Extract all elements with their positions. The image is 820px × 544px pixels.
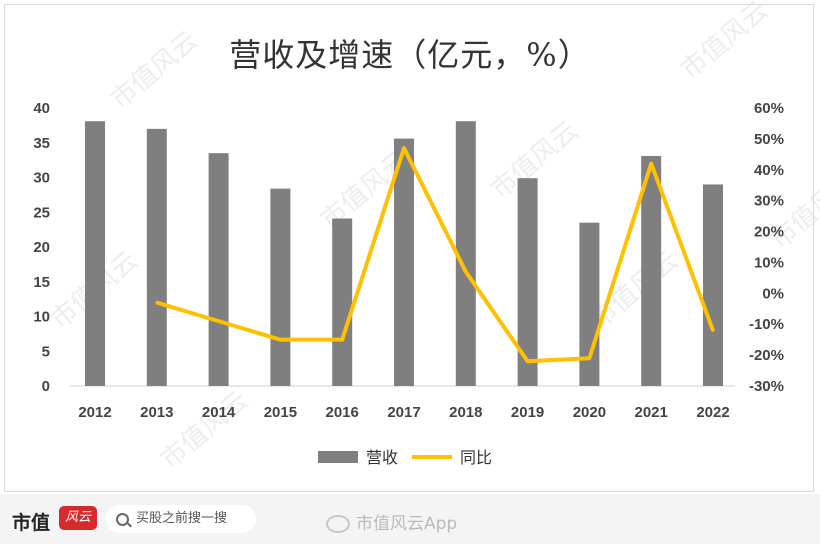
brand-text: 市值	[12, 512, 51, 534]
y-right-tick-label: 20%	[754, 224, 784, 241]
weibo-icon	[326, 515, 350, 533]
legend-label-revenue: 营收	[366, 448, 398, 467]
x-tick-label: 2019	[511, 404, 544, 421]
x-tick-label: 2017	[387, 404, 420, 421]
right-axis: -30% -20% -10% 0% 10% 20% 30% 40% 50% 60%	[749, 100, 784, 395]
legend: 营收 同比	[318, 448, 492, 467]
y-left-tick-label: 20	[33, 239, 50, 256]
y-left-tick-label: 40	[33, 100, 50, 117]
revenue-bar	[146, 128, 167, 386]
yoy-line	[156, 146, 715, 364]
y-right-tick-label: 40%	[754, 162, 784, 179]
x-tick-label: 2016	[326, 404, 359, 421]
yoy-point	[587, 356, 591, 360]
x-tick-label: 2015	[264, 404, 297, 421]
revenue-bar	[579, 222, 600, 386]
app-mark-text: 市值风云App	[356, 514, 458, 534]
legend-swatch-revenue	[318, 451, 358, 463]
yoy-point	[278, 338, 282, 342]
y-left-tick-label: 35	[33, 135, 50, 152]
chart: 市值风云市值风云市值风云市值风云市值风云市值风云市值风云市值风云 0510152…	[33, 0, 820, 476]
revenue-bar	[208, 153, 229, 386]
watermark-text: 市值风云	[765, 166, 820, 256]
yoy-point	[526, 359, 530, 363]
y-right-tick-label: -10%	[749, 316, 784, 333]
revenue-bar	[703, 184, 723, 386]
x-tick-label: 2014	[202, 404, 236, 421]
x-tick-label: 2020	[573, 404, 606, 421]
watermark-text: 市值风云	[155, 386, 254, 476]
search-text: 买股之前搜一搜	[136, 511, 228, 526]
search-icon	[116, 513, 129, 526]
y-left-tick-label: 30	[33, 170, 50, 187]
yoy-point	[649, 162, 653, 166]
footer-bar: 市值 风云 买股之前搜一搜 市值风云App	[0, 494, 820, 544]
x-tick-label: 2012	[78, 404, 111, 421]
x-tick-label: 2022	[696, 404, 729, 421]
y-right-tick-label: 10%	[754, 254, 784, 271]
x-tick-label: 2013	[140, 404, 173, 421]
y-right-tick-label: -20%	[749, 347, 784, 364]
x-tick-label: 2021	[635, 404, 668, 421]
line-series	[155, 146, 715, 364]
y-right-tick-label: 30%	[754, 193, 784, 210]
y-left-tick-label: 15	[33, 274, 50, 291]
revenue-bar	[641, 155, 662, 386]
y-left-tick-label: 10	[33, 309, 50, 326]
yoy-point	[464, 270, 468, 274]
revenue-bar	[85, 121, 105, 386]
revenue-bar	[455, 121, 476, 386]
revenue-bar	[517, 178, 538, 386]
revenue-bar	[394, 138, 414, 386]
left-axis: 0 5 10 15 20 25 30 35 40	[33, 100, 50, 395]
legend-label-yoy: 同比	[460, 448, 492, 467]
yoy-point	[402, 146, 406, 150]
y-right-tick-label: 60%	[754, 100, 784, 117]
yoy-point	[711, 328, 715, 332]
x-tick-label: 2018	[449, 404, 482, 421]
y-right-tick-label: 50%	[754, 131, 784, 148]
revenue-bar	[332, 218, 353, 386]
yoy-point	[217, 319, 221, 323]
yoy-point	[340, 338, 344, 342]
yoy-point	[155, 301, 159, 305]
y-left-tick-label: 0	[42, 378, 50, 395]
y-left-tick-label: 25	[33, 204, 50, 221]
revenue-bar	[270, 188, 291, 386]
app-watermark: 市值风云App	[326, 509, 457, 534]
search-box[interactable]: 买股之前搜一搜	[106, 505, 256, 533]
chart-title: 营收及增速（亿元，%）	[229, 36, 591, 74]
brand-logo: 风云	[59, 506, 97, 530]
bar-series	[85, 121, 723, 386]
y-right-tick-label: -30%	[749, 378, 784, 395]
x-axis-labels: 2012 2013 2014 2015 2016 2017 2018 2019 2020 2021…	[78, 404, 729, 421]
y-left-tick-label: 5	[42, 343, 50, 360]
y-right-tick-label: 0%	[762, 285, 784, 302]
